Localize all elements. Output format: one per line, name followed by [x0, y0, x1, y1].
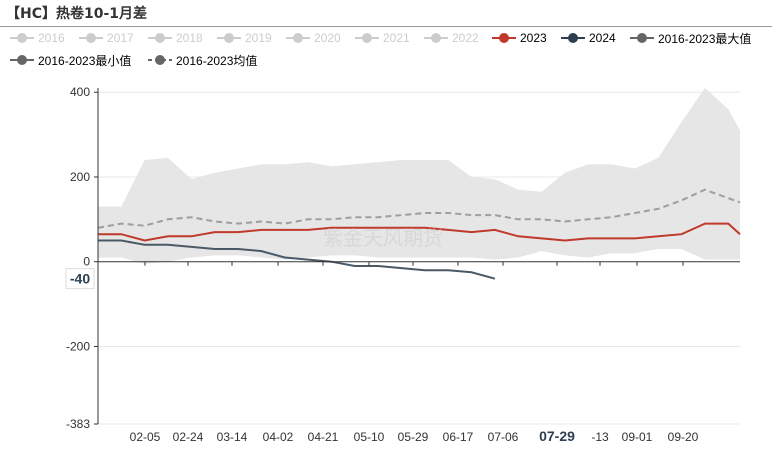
y-tick-label: -383 [66, 417, 90, 431]
legend: 2016 2017 2018 2019 2020 2021 2022 2023 2024 2016… [0, 28, 772, 74]
chart-title: 【HC】热卷10-1月差 [6, 6, 148, 22]
x-tick-label: 03-14 [217, 430, 248, 444]
axes: 400 200 0 -200 -383 02-05 02-24 03-14 04-02 04-21… [65, 85, 740, 444]
x-tick-label: 09-20 [668, 430, 699, 444]
title-divider [0, 26, 772, 27]
legend-symbol-icon [561, 31, 585, 45]
legend-item-0[interactable]: 2016 [10, 28, 65, 48]
legend-symbol-icon [286, 31, 310, 45]
legend-label: 2021 [383, 31, 410, 45]
series-2023-line [98, 222, 741, 242]
legend-item-8[interactable]: 2024 [561, 28, 616, 48]
y-pointer-box [65, 268, 95, 290]
legend-label: 2018 [176, 31, 203, 45]
legend-item-2[interactable]: 2018 [148, 28, 203, 48]
legend-item-10[interactable]: 2016-2023最小值 [10, 50, 131, 70]
legend-label: 2017 [107, 31, 134, 45]
x-tick-label: 04-21 [308, 430, 339, 444]
x-tick-label: 05-29 [398, 430, 429, 444]
legend-label: 2022 [452, 31, 479, 45]
watermark: 紫金天风期货 [323, 226, 443, 250]
legend-symbol-icon [630, 31, 654, 45]
legend-item-5[interactable]: 2021 [355, 28, 410, 48]
legend-label: 2024 [589, 31, 616, 45]
y-tick-label: 0 [83, 255, 90, 269]
legend-item-1[interactable]: 2017 [79, 28, 134, 48]
legend-symbol-icon [148, 53, 172, 67]
legend-symbol-icon [424, 31, 448, 45]
series-lines [97, 188, 741, 280]
legend-label: 2016-2023最小值 [38, 53, 132, 68]
legend-item-11[interactable]: 2016-2023均值 [148, 50, 257, 70]
x-tick-label: 02-24 [173, 430, 204, 444]
y-tick-label: 400 [70, 85, 90, 99]
x-tick-label: 04-02 [263, 430, 294, 444]
legend-label: 2016 [38, 31, 65, 45]
y-pointer-label: -40 [70, 271, 90, 287]
legend-label: 2016-2023均值 [176, 53, 258, 68]
legend-label: 2023 [520, 31, 547, 45]
legend-item-7[interactable]: 2023 [492, 28, 547, 48]
legend-label: 2019 [245, 31, 272, 45]
gridlines [98, 91, 740, 425]
x-tick-label: 02-05 [130, 430, 161, 444]
legend-label: 2020 [314, 31, 341, 45]
x-tick-label: 07-06 [488, 430, 519, 444]
series-2024-line [98, 239, 496, 280]
legend-item-3[interactable]: 2019 [217, 28, 272, 48]
legend-item-9[interactable]: 2016-2023最大值 [630, 28, 751, 48]
legend-symbol-icon [79, 31, 103, 45]
legend-label: 2016-2023最大值 [658, 31, 752, 46]
x-tick-label: 07-29 [539, 428, 575, 444]
y-tick-label: 200 [70, 170, 90, 184]
x-tick-label: -13 [591, 430, 609, 444]
x-tick-label: 09-01 [622, 430, 653, 444]
legend-symbol-icon [148, 31, 172, 45]
legend-symbol-icon [492, 31, 516, 45]
series-mean-line [97, 188, 741, 229]
legend-symbol-icon [355, 31, 379, 45]
y-tick-label: -200 [66, 339, 90, 353]
legend-symbol-icon [10, 53, 34, 67]
legend-symbol-icon [10, 31, 34, 45]
legend-item-6[interactable]: 2022 [424, 28, 479, 48]
x-tick-label: 06-17 [443, 430, 474, 444]
legend-item-4[interactable]: 2020 [286, 28, 341, 48]
x-tick-label: 05-10 [354, 430, 385, 444]
legend-symbol-icon [217, 31, 241, 45]
